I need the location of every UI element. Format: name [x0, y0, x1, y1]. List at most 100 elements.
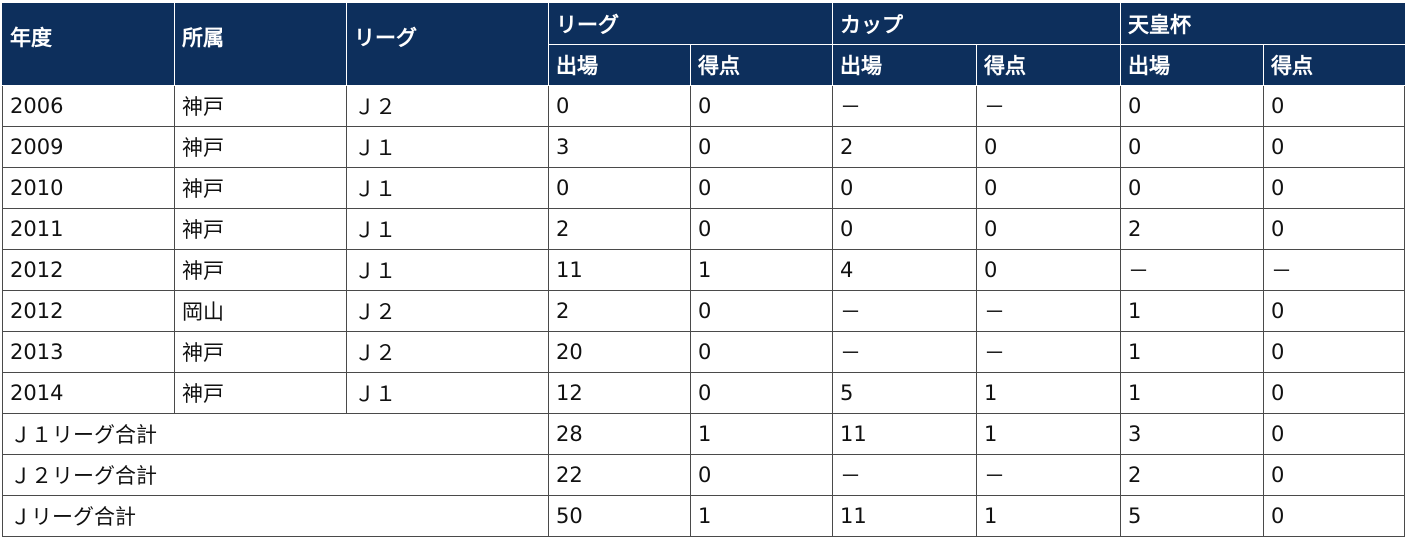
cell-cup-goals: － [976, 85, 1121, 127]
cell-emperors-cup-goals: 0 [1263, 208, 1405, 250]
cell-league-apps: 0 [548, 167, 691, 209]
cell-emperors-cup-apps: 2 [1120, 454, 1264, 496]
header-team: 所属 [174, 3, 347, 86]
cell-emperors-cup-apps: － [1120, 249, 1264, 291]
cell-league-goals: 1 [690, 413, 833, 455]
cell-league-apps: 3 [548, 126, 691, 168]
header-row-stats: 出場 得点 出場 得点 出場 得点 [3, 44, 1405, 86]
cell-league-goals: 0 [690, 372, 833, 414]
total-row: Ｊ１リーグ合計 28 1 11 1 3 0 [2, 413, 1405, 455]
cell-emperors-cup-goals: 0 [1263, 413, 1405, 455]
table-row: 2011 神戸 Ｊ１ 2 0 0 0 2 0 [2, 208, 1405, 250]
cell-league-apps: 50 [548, 495, 691, 537]
cell-league: Ｊ１ [346, 126, 549, 168]
table-row: 2014 神戸 Ｊ１ 12 0 5 1 1 0 [2, 372, 1405, 414]
cell-emperors-cup-goals: 0 [1263, 167, 1405, 209]
total-label: Ｊリーグ合計 [2, 495, 549, 537]
cell-team: 岡山 [174, 290, 347, 332]
stats-table: 年度 所属 リーグ リーグ カップ 天皇杯 出場 得点 出場 得点 出場 得点 … [2, 3, 1405, 537]
cell-team: 神戸 [174, 331, 347, 373]
header-league-goals: 得点 [690, 44, 833, 86]
cell-league-goals: 0 [690, 85, 833, 127]
cell-emperors-cup-apps: 1 [1120, 290, 1264, 332]
header-group-league: リーグ [548, 3, 833, 45]
cell-league-apps: 22 [548, 454, 691, 496]
cell-league-apps: 2 [548, 290, 691, 332]
cell-league-goals: 0 [690, 331, 833, 373]
cell-emperors-cup-goals: 0 [1263, 126, 1405, 168]
table-row: 2012 神戸 Ｊ１ 11 1 4 0 － － [2, 249, 1405, 291]
cell-league-goals: 0 [690, 290, 833, 332]
cell-cup-goals: － [976, 290, 1121, 332]
cell-year: 2006 [2, 85, 175, 127]
header-group-cup: カップ [832, 3, 1121, 45]
cell-cup-goals: 1 [976, 413, 1121, 455]
cell-team: 神戸 [174, 372, 347, 414]
cell-league-apps: 0 [548, 85, 691, 127]
cell-emperors-cup-goals: 0 [1263, 85, 1405, 127]
cell-year: 2013 [2, 331, 175, 373]
cell-emperors-cup-goals: 0 [1263, 495, 1405, 537]
table-row: 2010 神戸 Ｊ１ 0 0 0 0 0 0 [2, 167, 1405, 209]
cell-league: Ｊ２ [346, 331, 549, 373]
cell-cup-goals: 1 [976, 495, 1121, 537]
header-cup-apps: 出場 [832, 44, 977, 86]
cell-league-apps: 28 [548, 413, 691, 455]
cell-team: 神戸 [174, 208, 347, 250]
cell-emperors-cup-apps: 0 [1120, 126, 1264, 168]
cell-team: 神戸 [174, 126, 347, 168]
cell-league-goals: 1 [690, 495, 833, 537]
header-row-groups: 年度 所属 リーグ リーグ カップ 天皇杯 [2, 3, 1405, 86]
cell-league-goals: 0 [690, 208, 833, 250]
cell-emperors-cup-apps: 2 [1120, 208, 1264, 250]
cell-cup-goals: 0 [976, 126, 1121, 168]
total-label: Ｊ１リーグ合計 [2, 413, 549, 455]
cell-league-apps: 11 [548, 249, 691, 291]
cell-emperors-cup-goals: 0 [1263, 372, 1405, 414]
cell-cup-apps: 11 [832, 495, 977, 537]
header-league-apps: 出場 [548, 44, 691, 86]
total-label: Ｊ２リーグ合計 [2, 454, 549, 496]
cell-emperors-cup-apps: 3 [1120, 413, 1264, 455]
cell-league-goals: 0 [690, 454, 833, 496]
cell-cup-goals: 1 [976, 372, 1121, 414]
cell-league: Ｊ２ [346, 85, 549, 127]
header-emperors-cup-apps: 出場 [1120, 44, 1264, 86]
cell-league-apps: 12 [548, 372, 691, 414]
cell-cup-apps: 11 [832, 413, 977, 455]
cell-cup-apps: 4 [832, 249, 977, 291]
cell-cup-apps: 5 [832, 372, 977, 414]
total-row: Ｊ２リーグ合計 22 0 － － 2 0 [2, 454, 1405, 496]
cell-league: Ｊ１ [346, 372, 549, 414]
cell-year: 2014 [2, 372, 175, 414]
header-league-division: リーグ [346, 3, 549, 86]
cell-league: Ｊ１ [346, 208, 549, 250]
total-row: Ｊリーグ合計 50 1 11 1 5 0 [2, 495, 1405, 537]
cell-league: Ｊ１ [346, 167, 549, 209]
cell-emperors-cup-apps: 1 [1120, 372, 1264, 414]
header-year: 年度 [2, 3, 175, 86]
cell-year: 2009 [2, 126, 175, 168]
cell-team: 神戸 [174, 85, 347, 127]
cell-cup-apps: － [832, 85, 977, 127]
cell-emperors-cup-apps: 0 [1120, 85, 1264, 127]
cell-year: 2012 [2, 290, 175, 332]
table-row: 2006 神戸 Ｊ２ 0 0 － － 0 0 [2, 85, 1405, 127]
cell-league-apps: 20 [548, 331, 691, 373]
cell-year: 2012 [2, 249, 175, 291]
cell-cup-apps: 2 [832, 126, 977, 168]
cell-year: 2010 [2, 167, 175, 209]
cell-emperors-cup-goals: 0 [1263, 331, 1405, 373]
cell-league-goals: 0 [690, 167, 833, 209]
cell-league-goals: 0 [690, 126, 833, 168]
header-emperors-cup-goals: 得点 [1263, 44, 1405, 86]
header-cup-goals: 得点 [976, 44, 1121, 86]
cell-emperors-cup-goals: 0 [1263, 290, 1405, 332]
cell-cup-goals: － [976, 454, 1121, 496]
cell-league: Ｊ２ [346, 290, 549, 332]
table-body: 2006 神戸 Ｊ２ 0 0 － － 0 0 2009 神戸 Ｊ１ 3 0 2 … [2, 85, 1405, 537]
cell-cup-goals: 0 [976, 249, 1121, 291]
cell-emperors-cup-goals: 0 [1263, 454, 1405, 496]
cell-emperors-cup-apps: 5 [1120, 495, 1264, 537]
cell-cup-apps: － [832, 290, 977, 332]
